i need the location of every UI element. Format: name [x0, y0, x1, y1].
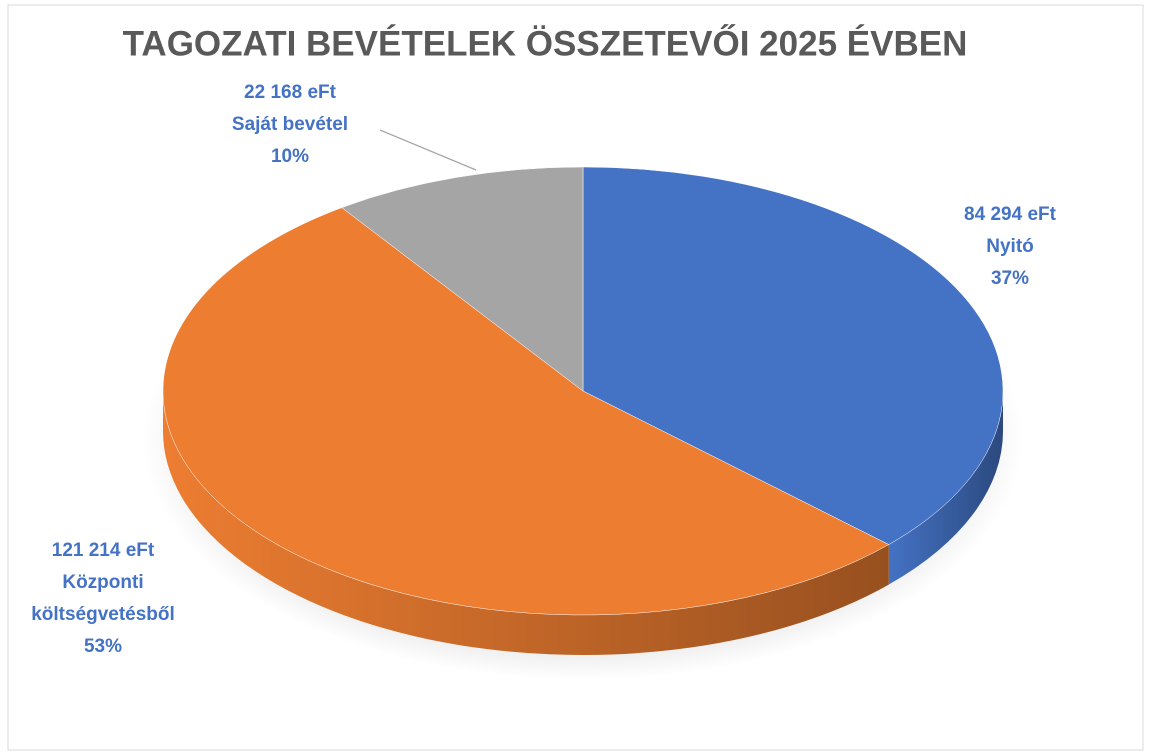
category-label: Központi költségvetésből — [31, 572, 175, 625]
slice — [582, 166, 1004, 545]
category-label: Saját bevétel — [231, 114, 349, 135]
slice — [162, 207, 890, 616]
data-label: 84 294 eFt Nyitó 37% — [910, 199, 1110, 295]
data-label: 22 168 eFt Saját bevétel 10% — [190, 77, 390, 173]
percent-label: 37% — [990, 268, 1030, 289]
chart-title: TAGOZATI BEVÉTELEK ÖSSZETEVŐI 2025 ÉVBEN — [123, 23, 968, 63]
data-label: 121 214 eFt Központi költségvetésből 53% — [3, 535, 203, 663]
percent-label: 10% — [270, 146, 310, 167]
value-label: 121 214 eFt — [51, 540, 155, 561]
category-label: Nyitó — [986, 236, 1034, 257]
slice — [341, 166, 584, 392]
percent-label: 53% — [83, 636, 123, 657]
value-label: 84 294 eFt — [964, 204, 1056, 225]
slice-side-shade — [162, 391, 889, 656]
pie — [162, 166, 1004, 656]
slice-side-shade — [888, 391, 1004, 585]
leader-line — [379, 129, 477, 171]
value-label: 22 168 eFt — [244, 82, 336, 103]
